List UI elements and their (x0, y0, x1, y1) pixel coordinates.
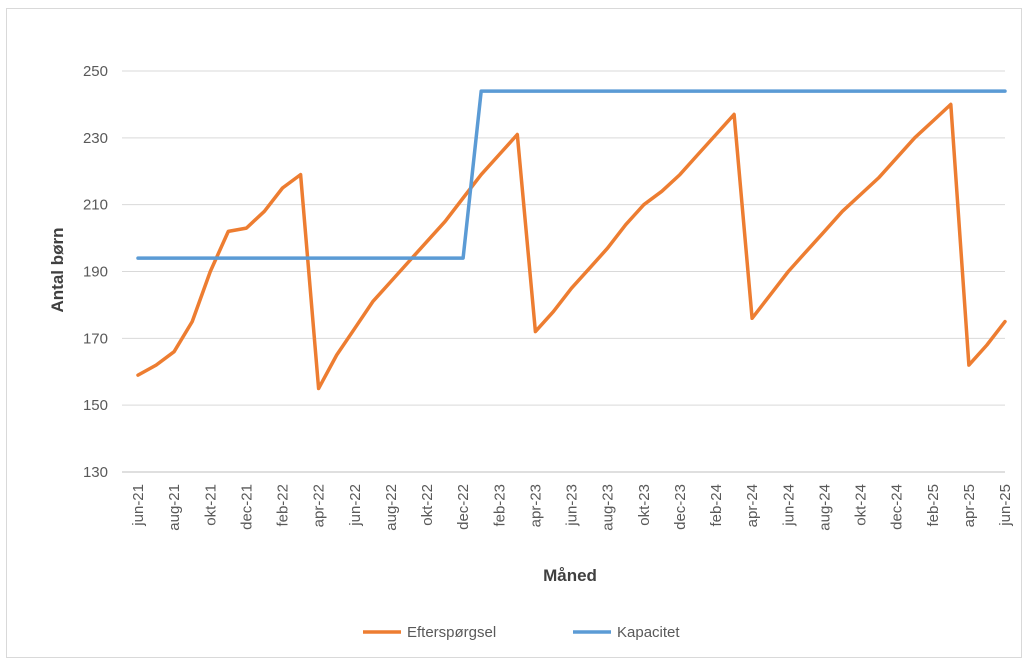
series-line-kapacitet (136, 89, 1007, 260)
x-tick-label: okt-21 (202, 484, 219, 526)
x-tick-label: feb-23 (491, 484, 508, 527)
x-tick-label: okt-24 (853, 484, 870, 526)
y-tick-label: 250 (83, 63, 108, 80)
y-tick-label: 170 (83, 330, 108, 347)
chart-frame (6, 8, 1022, 658)
x-tick-label: aug-21 (166, 484, 183, 531)
y-tick-label: 130 (83, 464, 108, 481)
y-tick-label: 150 (83, 397, 108, 414)
gridlines (122, 70, 1005, 473)
legend-label: Kapacitet (617, 624, 680, 641)
x-tick-label: apr-24 (744, 484, 761, 527)
y-axis-title: Antal børn (48, 228, 67, 313)
x-tick-label: aug-22 (383, 484, 400, 531)
x-tick-label: dec-22 (455, 484, 472, 530)
x-tick-label: aug-24 (816, 484, 833, 531)
x-axis-title: Måned (543, 566, 597, 585)
x-tick-label: jun-24 (780, 484, 797, 527)
y-tick-label: 190 (83, 264, 108, 281)
x-tick-label: dec-24 (889, 484, 906, 530)
legend: Efterspørgsel Kapacitet (363, 624, 680, 641)
x-tick-label: feb-22 (275, 484, 292, 527)
y-tick-label: 210 (83, 197, 108, 214)
x-tick-label: jun-23 (564, 484, 581, 527)
x-tick-label: apr-25 (961, 484, 978, 527)
x-tick-label: dec-21 (238, 484, 255, 530)
x-tick-label: dec-23 (672, 484, 689, 530)
x-tick-label: aug-23 (600, 484, 617, 531)
x-tick-label: apr-23 (527, 484, 544, 527)
x-tick-label: okt-22 (419, 484, 436, 526)
x-tick-label: okt-23 (636, 484, 653, 526)
series-lines (136, 89, 1007, 391)
x-tick-label: jun-25 (997, 484, 1014, 527)
series-line-eftersp-rgsel (136, 102, 1007, 391)
x-tick-label: feb-24 (708, 484, 725, 527)
y-tick-label: 230 (83, 130, 108, 147)
legend-label: Efterspørgsel (407, 624, 496, 641)
x-tick-label: feb-25 (925, 484, 942, 527)
x-tick-label: jun-22 (347, 484, 364, 527)
x-tick-label: jun-21 (130, 484, 147, 527)
x-tick-label: apr-22 (311, 484, 328, 527)
x-axis-ticks: jun-21 aug-21 okt-21 dec-21 feb-22 apr-22 jun-… (130, 484, 1014, 531)
y-axis-ticks: 130 150 170 190 210 230 250 (83, 63, 108, 481)
